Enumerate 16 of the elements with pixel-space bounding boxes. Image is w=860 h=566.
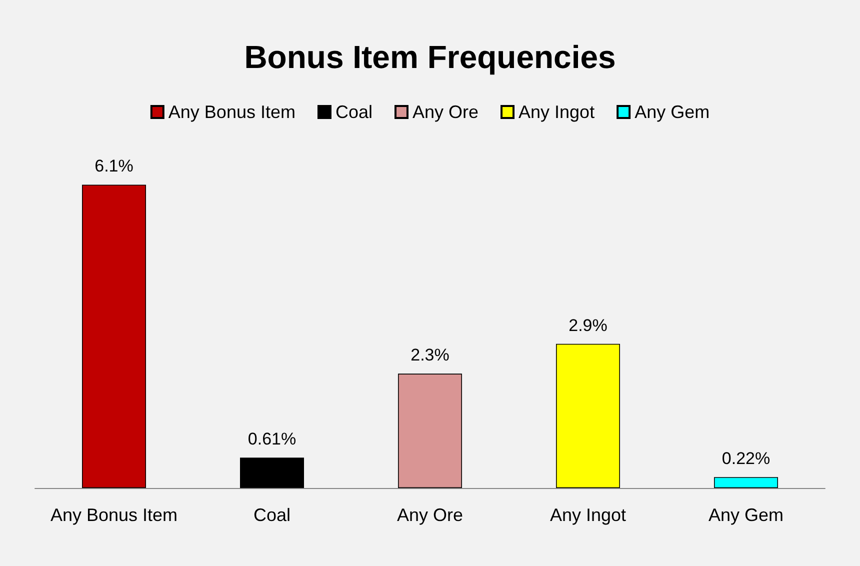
legend-label: Coal — [335, 102, 373, 122]
data-label: 2.9% — [568, 316, 608, 335]
x-tick-label: Any Bonus Item — [50, 505, 178, 525]
legend-label: Any Gem — [634, 102, 710, 122]
legend-label: Any Ingot — [518, 102, 595, 122]
data-label: 0.61% — [248, 430, 296, 449]
data-label: 6.1% — [94, 156, 134, 176]
legend-label: Any Bonus Item — [168, 102, 296, 122]
x-tick-label: Any Gem — [708, 505, 784, 525]
data-label: 2.3% — [410, 346, 450, 365]
x-tick-label: Any Ore — [396, 505, 464, 525]
chart-title: Bonus Item Frequencies — [244, 39, 616, 75]
x-tick-label: Any Ingot — [550, 505, 626, 525]
legend-label: Any Ore — [412, 102, 479, 122]
x-tick-label: Coal — [253, 505, 291, 525]
data-label: 0.22% — [722, 449, 770, 468]
